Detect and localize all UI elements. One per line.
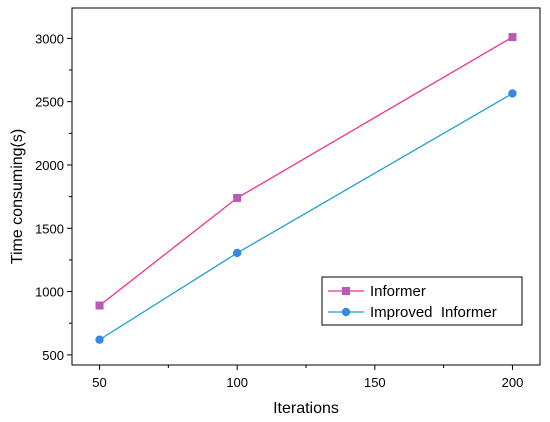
series-layer xyxy=(95,33,517,344)
series-line xyxy=(99,36,513,307)
y-tick-label: 500 xyxy=(42,348,64,363)
y-axis-ticks: 500 1000 1500 2000 2500 3000 xyxy=(35,31,72,363)
x-axis-title: Iterations xyxy=(273,400,339,417)
legend-entry: Informer xyxy=(328,283,426,300)
legend-entry: Improved Informer xyxy=(328,304,497,321)
series-2 xyxy=(95,89,517,344)
series-1 xyxy=(95,33,517,310)
data-point xyxy=(233,193,242,202)
x-tick-label: 150 xyxy=(364,375,386,390)
x-axis-ticks: 50 100 150 200 xyxy=(92,365,523,390)
x-tick-label: 200 xyxy=(502,375,524,390)
y-tick-label: 1000 xyxy=(35,285,64,300)
plot-frame xyxy=(71,7,541,366)
data-point xyxy=(508,89,517,98)
x-tick-label: 50 xyxy=(92,375,106,390)
legend-label: Informer xyxy=(370,283,426,300)
legend-label: Improved Informer xyxy=(370,304,497,321)
legend-box xyxy=(321,276,523,326)
y-tick-label: 1500 xyxy=(35,221,64,236)
data-point xyxy=(508,33,517,42)
legend-marker xyxy=(342,287,350,295)
legend: Informer Improved Informer xyxy=(321,276,523,326)
data-point xyxy=(95,335,104,344)
y-tick-label: 3000 xyxy=(35,31,64,46)
y-tick-label: 2500 xyxy=(35,95,64,110)
y-axis-title: Time consuming(s) xyxy=(9,129,26,264)
data-point xyxy=(95,301,104,310)
legend-marker xyxy=(341,307,351,317)
x-tick-label: 100 xyxy=(226,375,248,390)
y-tick-label: 2000 xyxy=(35,158,64,173)
data-point xyxy=(232,248,242,258)
